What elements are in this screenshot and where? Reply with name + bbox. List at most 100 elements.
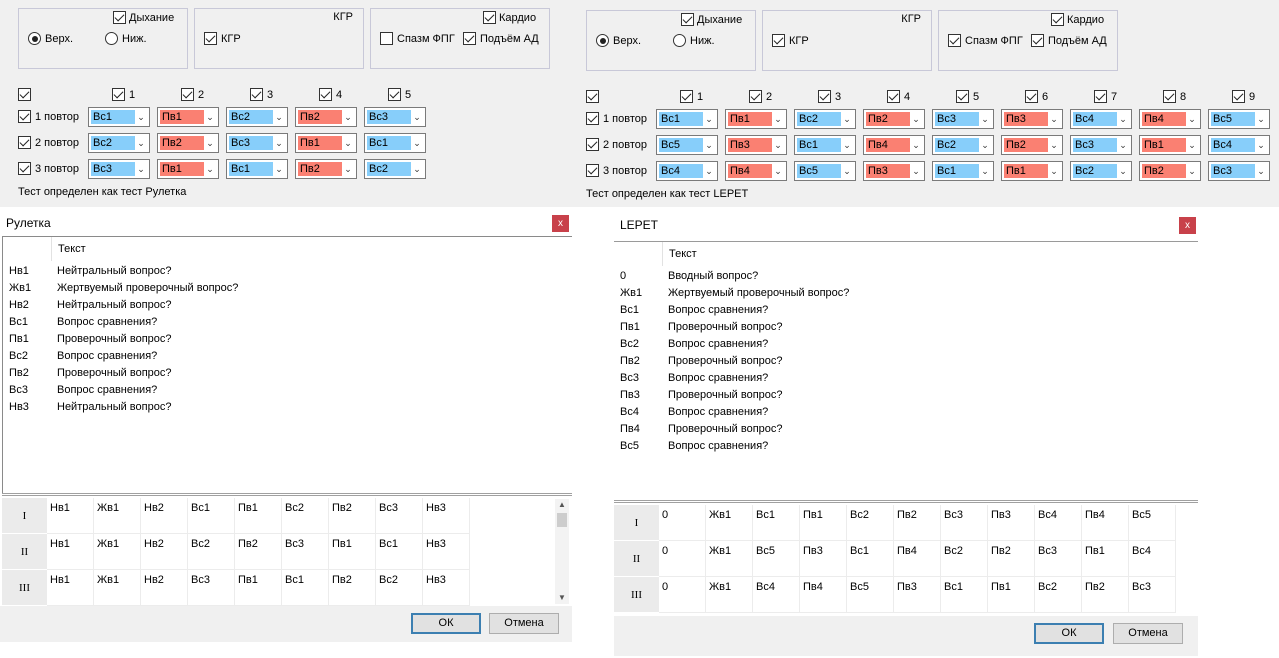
grid-cell[interactable]: Пв1 (988, 577, 1035, 613)
repeat-toggle[interactable]: 1 повтор (18, 110, 79, 123)
chevron-down-icon[interactable]: ⌄ (1050, 114, 1058, 124)
question-select[interactable]: Пв4 ⌄ (1139, 109, 1201, 129)
chevron-down-icon[interactable]: ⌄ (1050, 140, 1058, 150)
chevron-down-icon[interactable]: ⌄ (413, 138, 421, 148)
grid-cell[interactable]: Жв1 (94, 570, 141, 606)
list-item[interactable]: Вс3 Вопрос сравнения? (9, 382, 157, 399)
chevron-down-icon[interactable]: ⌄ (981, 166, 989, 176)
chevron-down-icon[interactable]: ⌄ (206, 138, 214, 148)
column-checkbox[interactable] (956, 90, 969, 103)
list-item[interactable]: 0 Вводный вопрос? (620, 268, 758, 285)
grid-cell[interactable]: Пв2 (988, 541, 1035, 577)
kgr-checkbox[interactable] (772, 34, 785, 47)
grid-cell[interactable]: Пв1 (329, 534, 376, 570)
column-toggle-1[interactable]: 1 (680, 90, 703, 103)
question-select[interactable]: Пв2 ⌄ (295, 159, 357, 179)
breathing-toggle[interactable]: Дыхание (113, 11, 174, 24)
chevron-down-icon[interactable]: ⌄ (981, 140, 989, 150)
chevron-down-icon[interactable]: ⌄ (912, 166, 920, 176)
grid-cell[interactable]: Пв1 (1082, 541, 1129, 577)
column-checkbox[interactable] (250, 88, 263, 101)
spasm-toggle[interactable]: Спазм ФПГ (948, 34, 1023, 47)
grid-cell[interactable]: Жв1 (706, 505, 753, 541)
question-select[interactable]: Пв1 ⌄ (1139, 135, 1201, 155)
chevron-down-icon[interactable]: ⌄ (843, 114, 851, 124)
grid-cell[interactable]: Пв2 (329, 498, 376, 534)
column-toggle-1[interactable]: 1 (112, 88, 135, 101)
grid-cell[interactable]: Нв1 (47, 498, 94, 534)
column-checkbox[interactable] (181, 88, 194, 101)
spasm-checkbox[interactable] (948, 34, 961, 47)
repeat-toggle[interactable]: 3 повтор (18, 162, 79, 175)
question-select[interactable]: Вс5 ⌄ (1208, 109, 1270, 129)
question-select[interactable]: Вс2 ⌄ (1070, 161, 1132, 181)
column-checkbox[interactable] (1163, 90, 1176, 103)
ok-button[interactable]: ОК (1034, 623, 1104, 644)
question-select[interactable]: Вс4 ⌄ (656, 161, 718, 181)
cardio-checkbox[interactable] (1051, 13, 1064, 26)
chevron-down-icon[interactable]: ⌄ (1119, 114, 1127, 124)
grid-cell[interactable]: Вс1 (282, 570, 329, 606)
kgr-toggle[interactable]: КГР (772, 34, 809, 47)
grid-cell[interactable]: Вс4 (1129, 541, 1176, 577)
close-button[interactable]: x (1179, 217, 1196, 234)
cancel-button[interactable]: Отмена (489, 613, 559, 634)
grid-cell[interactable]: Нв1 (47, 570, 94, 606)
question-select[interactable]: Вс5 ⌄ (794, 161, 856, 181)
column-toggle-4[interactable]: 4 (887, 90, 910, 103)
grid-cell[interactable]: Вс3 (376, 498, 423, 534)
chevron-down-icon[interactable]: ⌄ (1257, 140, 1265, 150)
grid-cell[interactable]: Нв3 (423, 498, 470, 534)
chevron-down-icon[interactable]: ⌄ (1119, 140, 1127, 150)
chevron-down-icon[interactable]: ⌄ (413, 112, 421, 122)
chevron-down-icon[interactable]: ⌄ (1050, 166, 1058, 176)
grid-cell[interactable]: Вс5 (847, 577, 894, 613)
spasm-checkbox[interactable] (380, 32, 393, 45)
question-select[interactable]: Пв2 ⌄ (157, 133, 219, 153)
grid-cell[interactable]: Нв3 (423, 570, 470, 606)
chevron-down-icon[interactable]: ⌄ (206, 164, 214, 174)
column-toggle-7[interactable]: 7 (1094, 90, 1117, 103)
question-select[interactable]: Пв3 ⌄ (725, 135, 787, 155)
grid-cell[interactable]: Вс2 (188, 534, 235, 570)
repeat-toggle[interactable]: 3 повтор (586, 164, 647, 177)
question-select[interactable]: Вс1 ⌄ (932, 161, 994, 181)
spasm-toggle[interactable]: Спазм ФПГ (380, 32, 455, 45)
grid-cell[interactable]: Вс1 (847, 541, 894, 577)
list-item[interactable]: Пв1 Проверочный вопрос? (620, 319, 783, 336)
question-select[interactable]: Пв3 ⌄ (1001, 109, 1063, 129)
chevron-down-icon[interactable]: ⌄ (344, 164, 352, 174)
grid-cell[interactable]: Жв1 (706, 577, 753, 613)
question-select[interactable]: Вс1 ⌄ (794, 135, 856, 155)
kgr-checkbox[interactable] (204, 32, 217, 45)
grid-cell[interactable]: Нв2 (141, 498, 188, 534)
select-all-checkbox[interactable] (18, 88, 31, 101)
question-select[interactable]: Пв2 ⌄ (863, 109, 925, 129)
grid-cell[interactable]: Нв2 (141, 570, 188, 606)
list-item[interactable]: Пв4 Проверочный вопрос? (620, 421, 783, 438)
grid-cell[interactable]: Вс5 (753, 541, 800, 577)
grid-cell[interactable]: Вс3 (1035, 541, 1082, 577)
list-item[interactable]: Нв2 Нейтральный вопрос? (9, 297, 171, 314)
list-item[interactable]: Пв2 Проверочный вопрос? (620, 353, 783, 370)
chevron-down-icon[interactable]: ⌄ (1188, 114, 1196, 124)
radio-upper-button[interactable] (28, 32, 41, 45)
chevron-down-icon[interactable]: ⌄ (137, 112, 145, 122)
select-all-checkbox[interactable] (586, 90, 599, 103)
grid-cell[interactable]: Вс2 (941, 541, 988, 577)
grid-cell[interactable]: Пв4 (800, 577, 847, 613)
column-checkbox[interactable] (818, 90, 831, 103)
kgr-toggle[interactable]: КГР (204, 32, 241, 45)
list-item[interactable]: Нв1 Нейтральный вопрос? (9, 263, 171, 280)
repeat-toggle[interactable]: 2 повтор (18, 136, 79, 149)
repeat-toggle[interactable]: 1 повтор (586, 112, 647, 125)
bp-toggle[interactable]: Подъём АД (463, 32, 539, 45)
column-checkbox[interactable] (112, 88, 125, 101)
question-select[interactable]: Вс4 ⌄ (1070, 109, 1132, 129)
radio-lower-button[interactable] (673, 34, 686, 47)
grid-cell[interactable]: Вс2 (282, 498, 329, 534)
list-item[interactable]: Нв3 Нейтральный вопрос? (9, 399, 171, 416)
question-select[interactable]: Пв1 ⌄ (1001, 161, 1063, 181)
list-item[interactable]: Вс5 Вопрос сравнения? (620, 438, 768, 455)
chevron-down-icon[interactable]: ⌄ (1188, 166, 1196, 176)
